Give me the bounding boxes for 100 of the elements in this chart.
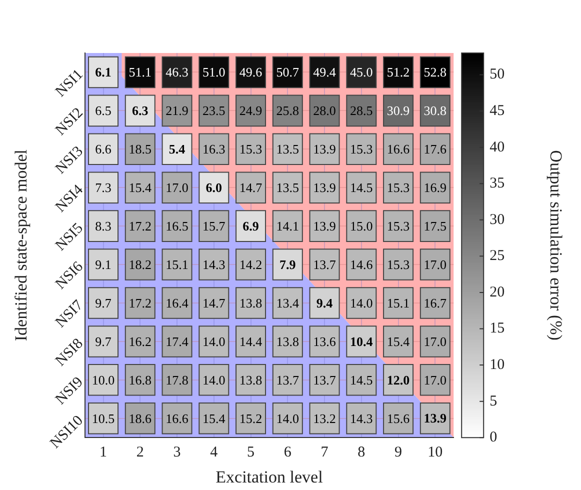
data-label: 13.9 (313, 218, 336, 234)
data-label: 14.2 (239, 256, 262, 272)
data-label: 5.4 (168, 142, 186, 157)
data-label: 16.2 (128, 334, 152, 349)
data-label: 8.3 (95, 218, 112, 234)
data-label: 13.5 (276, 180, 300, 196)
data-label: 9.4 (316, 295, 334, 310)
data-label: 15.1 (386, 295, 410, 310)
color-bar-label: 50 (490, 66, 505, 83)
data-label: 15.3 (386, 218, 410, 234)
data-label: 17.0 (424, 372, 447, 388)
data-label: 15.3 (386, 256, 410, 272)
data-label: 13.7 (276, 372, 300, 388)
data-label: 9.7 (95, 295, 112, 310)
data-label: 7.3 (95, 180, 112, 196)
x-tick-label: 5 (247, 444, 255, 461)
color-bar-label: 5 (490, 393, 498, 410)
data-label: 13.8 (239, 295, 262, 310)
data-label: 25.8 (276, 103, 300, 118)
data-label: 13.2 (313, 410, 336, 426)
data-label: 17.6 (424, 142, 448, 157)
data-label: 7.9 (280, 256, 296, 272)
data-label: 13.7 (313, 256, 336, 272)
data-label: 14.7 (239, 180, 263, 196)
data-label: 17.0 (424, 256, 447, 272)
data-label: 15.2 (239, 410, 262, 426)
data-label: 50.7 (276, 64, 300, 80)
data-label: 16.3 (202, 142, 226, 157)
data-label: 6.3 (132, 103, 149, 118)
data-label: 14.3 (202, 256, 226, 272)
data-label: 13.9 (313, 180, 336, 196)
data-label: 15.1 (166, 256, 188, 272)
data-label: 16.9 (424, 180, 447, 196)
color-bar-title: Output simulation error (%) (546, 150, 566, 340)
data-label: 12.0 (386, 372, 410, 388)
color-bar-label: 30 (490, 212, 505, 228)
data-label: 14.5 (350, 372, 373, 388)
data-label: 14.0 (202, 372, 226, 388)
data-label: 28.0 (313, 103, 336, 118)
color-bar-label: 0 (490, 430, 498, 446)
data-label: 6.5 (95, 103, 112, 118)
data-label: 14.4 (239, 334, 263, 349)
color-bar-label: 40 (490, 139, 505, 156)
data-label: 17.2 (128, 218, 152, 234)
data-label: 14.0 (276, 410, 300, 426)
data-label: 15.7 (202, 218, 226, 234)
data-label: 10.4 (350, 334, 374, 349)
data-label: 16.8 (128, 372, 152, 388)
data-label: 6.6 (95, 142, 112, 157)
x-tick-label: 8 (358, 444, 366, 461)
data-label: 10.5 (92, 410, 115, 426)
x-tick-label: 9 (394, 444, 402, 461)
data-label: 17.2 (128, 295, 152, 310)
data-label: 16.5 (166, 218, 188, 234)
data-label: 23.5 (202, 103, 226, 118)
y-axis-title: Identified state-space model (12, 149, 31, 342)
data-label: 51.0 (202, 64, 226, 80)
x-tick-label: 3 (173, 444, 181, 461)
data-label: 14.5 (350, 180, 373, 196)
data-label: 52.8 (424, 64, 447, 80)
data-label: 15.3 (386, 180, 410, 196)
x-tick-label: 2 (136, 444, 144, 461)
x-tick-label: 10 (428, 444, 443, 461)
data-label: 18.2 (128, 256, 152, 272)
data-label: 14.0 (202, 334, 226, 349)
data-label: 46.3 (166, 64, 188, 80)
data-label: 13.4 (276, 295, 300, 310)
data-label: 24.9 (239, 103, 262, 118)
data-label: 30.9 (386, 103, 410, 118)
x-tick-label: 4 (210, 444, 218, 461)
data-label: 15.4 (202, 410, 226, 426)
data-label: 6.1 (95, 64, 112, 80)
data-label: 16.4 (166, 295, 189, 310)
data-label: 13.8 (239, 372, 262, 388)
color-bar-label: 25 (490, 248, 505, 264)
x-tick-label: 7 (320, 444, 329, 461)
data-label: 13.8 (276, 334, 300, 349)
data-label: 30.8 (424, 103, 447, 118)
data-label: 15.3 (350, 142, 373, 157)
data-label: 17.0 (424, 334, 447, 349)
color-bar-label: 10 (490, 356, 505, 373)
data-label: 9.7 (95, 334, 112, 349)
data-label: 14.3 (350, 410, 373, 426)
color-bar-label: 45 (490, 102, 505, 119)
x-axis-title: Excitation level (216, 467, 324, 486)
data-label: 14.0 (350, 295, 373, 310)
data-label: 49.6 (239, 64, 263, 80)
data-label: 10.0 (92, 372, 115, 388)
data-label: 21.9 (166, 103, 188, 118)
data-label: 18.5 (128, 142, 152, 157)
data-label: 13.9 (424, 410, 448, 426)
data-label: 15.4 (128, 180, 152, 196)
color-bar-label: 15 (490, 320, 505, 337)
x-tick-label: 1 (100, 444, 108, 461)
data-label: 15.0 (350, 218, 373, 234)
data-label: 14.7 (202, 295, 226, 310)
data-label: 16.6 (166, 410, 189, 426)
data-label: 6.9 (242, 218, 260, 234)
data-label: 51.1 (128, 64, 152, 80)
x-tick-label: 6 (284, 444, 292, 461)
